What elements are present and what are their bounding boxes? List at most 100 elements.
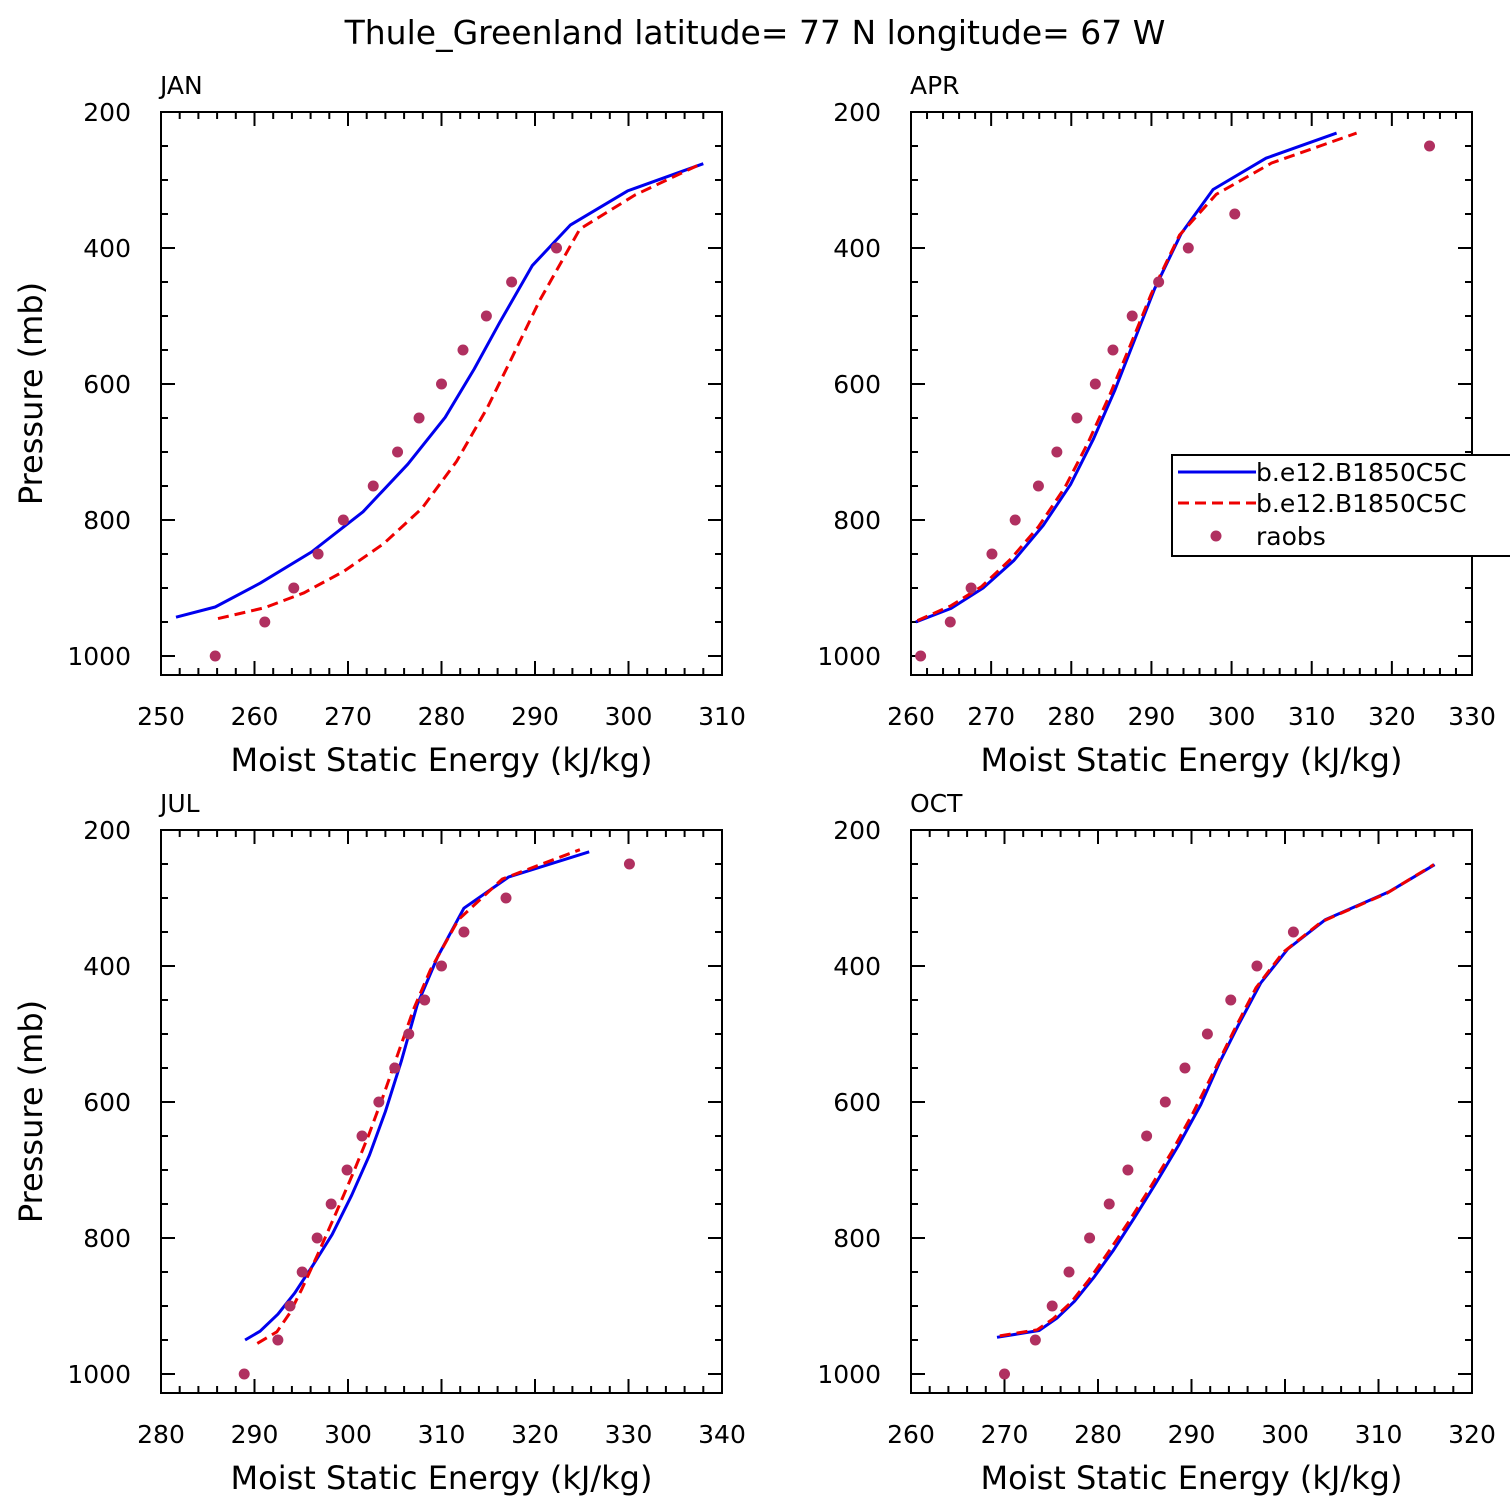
x-tick-label: 270 (324, 702, 372, 731)
series-group (915, 131, 1436, 662)
raobs-point (551, 242, 563, 254)
raobs-point (392, 446, 404, 458)
x-axis-label: Moist Static Energy (kJ/kg) (231, 1459, 653, 1497)
raobs-point (1251, 960, 1263, 972)
x-tick-label: 260 (231, 702, 279, 731)
raobs-point (1009, 514, 1021, 526)
panel-label: OCT (910, 789, 963, 818)
raobs-point (238, 1368, 250, 1380)
raobs-point (1182, 242, 1194, 254)
legend-box (1171, 454, 1510, 557)
raobs-point (356, 1130, 368, 1142)
panel-jan: JAN 250 260 270 280 290 300 310 200 400 600 800 1000… (12, 71, 746, 779)
x-tick-label: 330 (605, 1420, 653, 1449)
raobs-point (480, 310, 492, 322)
raobs-point (1107, 344, 1119, 356)
raobs-point (1122, 1164, 1134, 1176)
y-tick-label: 200 (833, 98, 881, 127)
y-tick-label: 800 (833, 506, 881, 535)
raobs-point (915, 650, 927, 662)
raobs-point (312, 548, 324, 560)
x-tick-label: 310 (1288, 702, 1336, 731)
plot-frame (910, 829, 1473, 1394)
raobs-point (311, 1232, 323, 1244)
x-tick-label: 260 (887, 702, 935, 731)
y-tick-label: 600 (83, 1088, 131, 1117)
y-axis-label: Pressure (mb) (12, 1000, 50, 1223)
x-tick-label: 300 (1261, 1420, 1309, 1449)
legend-entry-label: raobs (1256, 522, 1326, 551)
y-tick-label: 200 (83, 816, 131, 845)
panels: JAN 250 260 270 280 290 300 310 200 400 600 800 1000… (12, 71, 1510, 1497)
raobs-point (1159, 1096, 1171, 1108)
panel-oct: OCT 260 270 280 290 300 310 320 200 400 600 800 1000… (817, 789, 1495, 1497)
y-tick-label: 600 (833, 370, 881, 399)
raobs-point (1424, 140, 1436, 152)
x-tick-label: 260 (887, 1420, 935, 1449)
y-tick-label: 400 (833, 952, 881, 981)
x-tick-label: 290 (1128, 702, 1176, 731)
y-tick-label: 200 (83, 98, 131, 127)
y-tick-label: 400 (83, 234, 131, 263)
series-line-solid (996, 863, 1436, 1339)
x-tick-label: 330 (1448, 702, 1496, 731)
raobs-point (325, 1198, 337, 1210)
x-axis-label: Moist Static Energy (kJ/kg) (981, 741, 1403, 779)
x-axis-label: Moist Static Energy (kJ/kg) (981, 1459, 1403, 1497)
x-tick-label: 280 (137, 1420, 185, 1449)
x-tick-label: 310 (698, 702, 746, 731)
y-tick-label: 600 (833, 1088, 881, 1117)
y-tick-label: 1000 (67, 1360, 131, 1389)
x-tick-label: 320 (511, 1420, 559, 1449)
raobs-point (1063, 1266, 1075, 1278)
raobs-point (1032, 480, 1044, 492)
x-tick-label: 320 (1368, 702, 1416, 731)
raobs-point (999, 1368, 1010, 1380)
x-tick-label: 290 (511, 702, 559, 731)
series-group (238, 848, 635, 1380)
x-axis-label: Moist Static Energy (kJ/kg) (231, 741, 653, 779)
y-axis-label: Pressure (mb) (12, 282, 50, 505)
raobs-point (367, 480, 379, 492)
x-tick-label: 340 (698, 1420, 746, 1449)
raobs-point (389, 1062, 401, 1074)
x-tick-label: 280 (418, 702, 466, 731)
x-tick-label: 300 (1208, 702, 1256, 731)
legend-entry-label: b.e12.B1850C5C (1256, 489, 1467, 518)
y-tick-label: 1000 (67, 642, 131, 671)
panel-apr: APR 260 270 280 290 300 310 320 330 200 400 600 800 1… (817, 71, 1495, 779)
x-tick-label: 270 (981, 1420, 1029, 1449)
panel-label: JAN (158, 71, 203, 100)
y-tick-label: 600 (83, 370, 131, 399)
series-line-dashed (217, 162, 703, 621)
raobs-point (986, 548, 998, 560)
raobs-point (413, 412, 425, 424)
y-tick-label: 800 (833, 1224, 881, 1253)
raobs-point (944, 616, 956, 628)
raobs-point (1229, 208, 1241, 220)
raobs-point (457, 344, 469, 356)
x-tick-label: 280 (1047, 702, 1095, 731)
x-tick-label: 270 (967, 702, 1015, 731)
x-tick-label: 300 (605, 702, 653, 731)
raobs-point (1153, 276, 1165, 288)
x-tick-label: 250 (137, 702, 185, 731)
raobs-point (965, 582, 977, 594)
plot-frame (910, 111, 1473, 676)
x-tick-label: 300 (324, 1420, 372, 1449)
raobs-point (1287, 926, 1299, 938)
x-tick-label: 320 (1448, 1420, 1496, 1449)
raobs-point (296, 1266, 308, 1278)
raobs-point (1141, 1130, 1153, 1142)
series-line-solid (175, 162, 704, 619)
y-tick-label: 1000 (817, 642, 881, 671)
series-line-solid (915, 131, 1338, 624)
raobs-point (284, 1300, 296, 1312)
legend-marker (1210, 530, 1222, 542)
raobs-point (1046, 1300, 1058, 1312)
x-tick-label: 310 (418, 1420, 466, 1449)
raobs-point (436, 960, 447, 972)
raobs-point (1126, 310, 1138, 322)
raobs-point (506, 276, 518, 288)
y-tick-label: 1000 (817, 1360, 881, 1389)
